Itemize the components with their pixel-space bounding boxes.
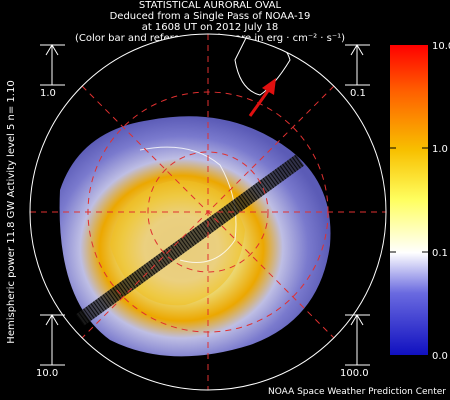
subtitle: Deduced from a Single Pass of NOAA-19 bbox=[110, 11, 311, 22]
subtitle: at 1608 UT on 2012 July 18 bbox=[142, 22, 279, 33]
sun-arrow bbox=[248, 78, 276, 117]
footer: NOAA Space Weather Prediction Center bbox=[268, 387, 446, 397]
reference-scales bbox=[40, 44, 370, 366]
scale-label: 100.0 bbox=[340, 368, 369, 379]
color-bar-label: 0.0 bbox=[432, 351, 448, 362]
side-label: Hemispheric power 11.8 GW Activity level… bbox=[6, 80, 17, 343]
title: STATISTICAL AURORAL OVAL bbox=[139, 0, 282, 11]
color-bar-ticks bbox=[390, 147, 428, 253]
color-bar bbox=[390, 45, 428, 355]
scale-label: 10.0 bbox=[36, 368, 58, 379]
color-bar-label: 0.1 bbox=[432, 248, 448, 259]
scale-label: 1.0 bbox=[40, 88, 56, 99]
color-bar-label: 1.0 bbox=[432, 144, 448, 155]
map bbox=[30, 34, 386, 390]
scale-label: 0.1 bbox=[350, 88, 366, 99]
color-bar-label: 10.0 bbox=[432, 41, 450, 52]
map-border bbox=[29, 33, 387, 391]
